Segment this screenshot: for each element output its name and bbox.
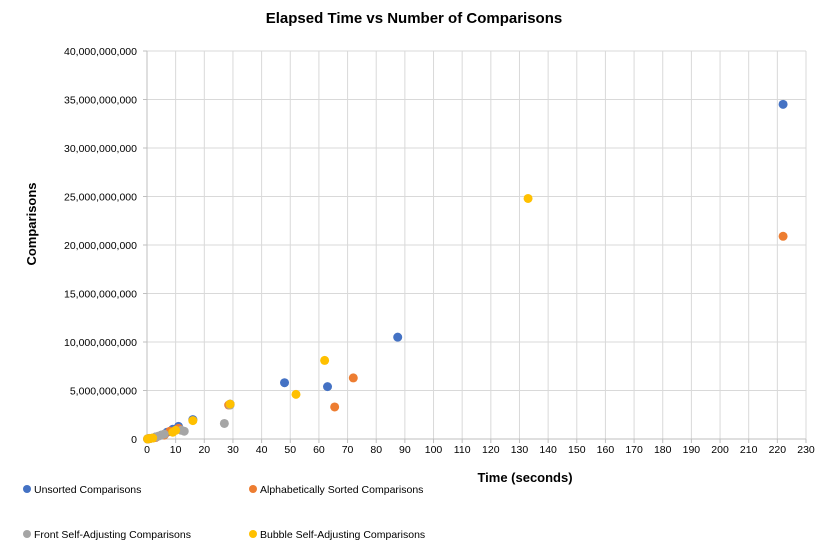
data-point — [219, 418, 229, 428]
points-layer — [143, 99, 788, 444]
data-point — [280, 378, 290, 388]
x-tick-label: 120 — [482, 444, 500, 456]
x-tick-label: 100 — [425, 444, 443, 456]
y-tick-label: 20,000,000,000 — [64, 240, 137, 252]
legend-marker — [23, 485, 31, 493]
x-tick-label: 40 — [256, 444, 268, 456]
data-point — [291, 389, 301, 399]
x-tick-label: 210 — [740, 444, 758, 456]
y-tick-label: 35,000,000,000 — [64, 95, 137, 107]
legend-label: Unsorted Comparisons — [34, 484, 141, 496]
legend-item: Front Self-Adjusting Comparisons — [23, 529, 191, 541]
x-tick-label: 0 — [144, 444, 150, 456]
y-axis-title: Comparisons — [24, 182, 39, 265]
x-tick-label: 130 — [511, 444, 529, 456]
y-tick-label: 40,000,000,000 — [64, 46, 137, 58]
legend: Unsorted Comparisons Alphabetically Sorte… — [23, 484, 425, 541]
data-point — [179, 426, 189, 436]
x-tick-label: 190 — [683, 444, 701, 456]
x-tick-label: 60 — [313, 444, 325, 456]
data-point — [188, 416, 198, 426]
x-tick-label: 30 — [227, 444, 239, 456]
data-point — [523, 193, 533, 203]
x-tick-label: 230 — [797, 444, 815, 456]
y-tick-label: 15,000,000,000 — [64, 289, 137, 301]
x-tick-label: 90 — [399, 444, 411, 456]
chart-title: Elapsed Time vs Number of Comparisons — [266, 10, 562, 27]
y-tick-label: 25,000,000,000 — [64, 192, 137, 204]
data-point — [320, 355, 330, 365]
legend-marker — [23, 530, 31, 538]
x-tick-label: 170 — [625, 444, 643, 456]
legend-marker — [249, 485, 257, 493]
y-tick-label: 5,000,000,000 — [70, 386, 137, 398]
data-point — [330, 402, 340, 412]
data-point — [323, 382, 333, 392]
x-tick-label: 160 — [597, 444, 615, 456]
x-tick-label: 50 — [284, 444, 296, 456]
grid-layer — [147, 50, 807, 439]
legend-item: Alphabetically Sorted Comparisons — [249, 484, 423, 496]
legend-item: Unsorted Comparisons — [23, 484, 141, 496]
axis-layer: 0 10 20 30 40 50 60 70 80 90 100 110 120 130 140 150 160… — [64, 46, 815, 456]
x-tick-label: 200 — [711, 444, 729, 456]
x-tick-label: 220 — [769, 444, 787, 456]
x-axis-title: Time (seconds) — [477, 470, 572, 485]
y-tick-label: 0 — [131, 434, 137, 446]
data-point — [778, 231, 788, 241]
legend-label: Front Self-Adjusting Comparisons — [34, 529, 191, 541]
x-tick-label: 140 — [539, 444, 557, 456]
x-tick-label: 180 — [654, 444, 672, 456]
x-tick-label: 110 — [454, 444, 471, 456]
y-tick-label: 30,000,000,000 — [64, 143, 137, 155]
data-point — [348, 373, 358, 383]
x-tick-label: 70 — [342, 444, 354, 456]
data-point — [171, 425, 181, 435]
legend-item: Bubble Self-Adjusting Comparisons — [249, 529, 425, 541]
legend-marker — [249, 530, 257, 538]
data-point — [159, 429, 169, 439]
data-point — [148, 433, 158, 443]
series-4 — [143, 193, 533, 444]
x-tick-label: 20 — [198, 444, 210, 456]
data-point — [225, 399, 235, 409]
x-tick-label: 80 — [370, 444, 382, 456]
legend-label: Bubble Self-Adjusting Comparisons — [260, 529, 425, 541]
y-tick-label: 10,000,000,000 — [64, 337, 137, 349]
x-tick-label: 10 — [170, 444, 182, 456]
data-point — [393, 332, 403, 342]
legend-label: Alphabetically Sorted Comparisons — [260, 484, 423, 496]
x-tick-label: 150 — [568, 444, 586, 456]
data-point — [778, 99, 788, 109]
